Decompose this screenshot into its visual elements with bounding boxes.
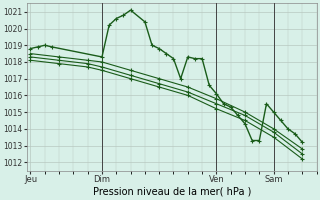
X-axis label: Pression niveau de la mer( hPa ): Pression niveau de la mer( hPa ) bbox=[92, 187, 251, 197]
